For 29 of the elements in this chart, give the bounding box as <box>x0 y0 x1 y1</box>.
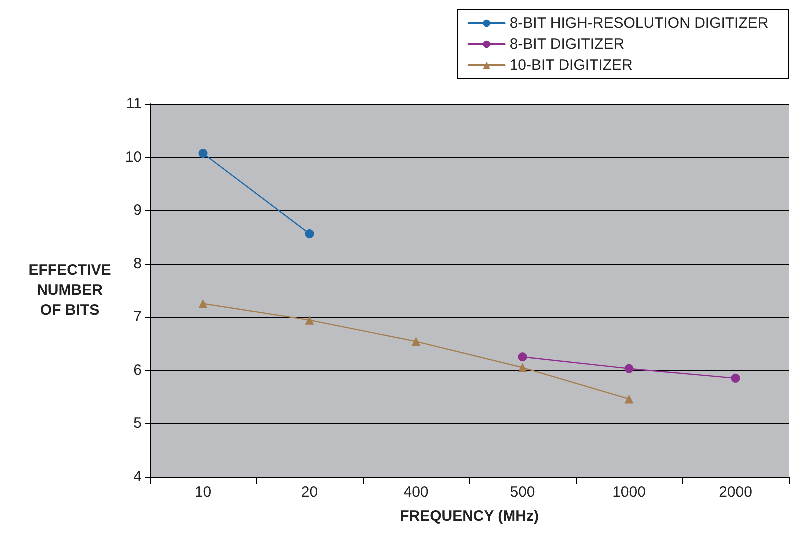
x-tick-label: 500 <box>510 484 536 501</box>
y-tick-label: 6 <box>134 362 142 379</box>
x-axis-title: FREQUENCY (MHz) <box>400 508 539 525</box>
point <box>305 230 314 239</box>
y-tick-label: 9 <box>134 202 142 220</box>
x-tick-label: 10 <box>194 484 212 501</box>
x-tick-label: 400 <box>404 484 429 501</box>
x-tick-label: 2000 <box>719 484 752 501</box>
point <box>624 364 634 374</box>
legend-label: 10-BIT DIGITIZER <box>510 57 634 74</box>
y-tick-label: 4 <box>134 468 142 486</box>
point <box>518 363 528 372</box>
y-tick-label: 11 <box>126 96 142 112</box>
point <box>198 149 208 158</box>
y-tick-label: 7 <box>134 308 142 326</box>
point <box>198 299 208 308</box>
legend-label: 8-BIT DIGITIZER <box>510 36 625 53</box>
point <box>518 352 528 362</box>
point <box>624 394 634 404</box>
y-axis-title: EFFECTIVE NUMBER OF BITS <box>28 262 112 319</box>
legend-label: 8-BIT HIGH-RESOLUTION DIGITIZER <box>510 15 769 32</box>
x-tick-label: 1000 <box>612 484 646 501</box>
y-tick-label: 10 <box>125 148 142 166</box>
y-tick-label: 5 <box>134 415 142 432</box>
point <box>731 374 740 383</box>
point <box>412 337 421 346</box>
point <box>305 316 314 325</box>
x-tick-label: 20 <box>301 484 318 501</box>
y-tick-label: 8 <box>134 255 142 272</box>
